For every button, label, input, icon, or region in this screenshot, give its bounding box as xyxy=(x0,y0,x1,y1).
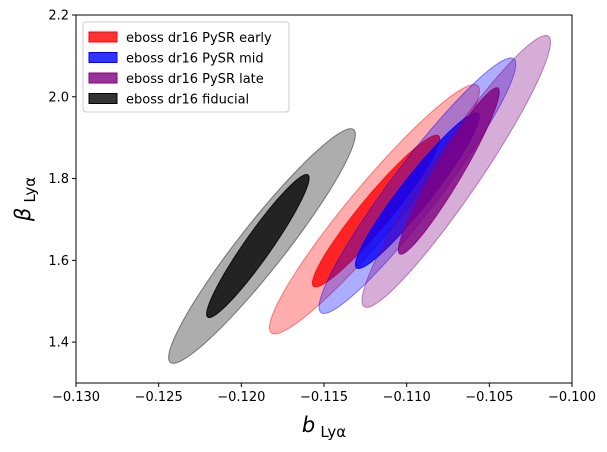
contour-inner xyxy=(206,173,310,319)
x-tick-label: −0.115 xyxy=(300,390,348,405)
legend: eboss dr16 PySR early eboss dr16 PySR mid… xyxy=(82,21,290,113)
y-tick-label: 2.2 xyxy=(48,9,69,24)
y-axis-label-symbol: β xyxy=(11,208,35,222)
x-tick-label: −0.110 xyxy=(383,390,431,405)
x-tick-label: −0.100 xyxy=(548,390,596,405)
contour-inner xyxy=(397,87,500,255)
legend-swatch xyxy=(88,72,118,84)
y-tick-label: 2.0 xyxy=(48,90,69,105)
x-tick-label: −0.125 xyxy=(135,390,183,405)
x-axis-label-subscript: Lyα xyxy=(320,423,346,441)
x-tick-label: −0.105 xyxy=(465,390,513,405)
legend-swatch xyxy=(88,31,118,43)
y-tick-label: 1.6 xyxy=(48,254,69,269)
x-tick-label: −0.130 xyxy=(52,390,100,405)
y-tick-label: 1.8 xyxy=(48,172,69,187)
x-tick-label: −0.120 xyxy=(217,390,265,405)
series-2 xyxy=(361,34,552,308)
legend-label: eboss dr16 PySR mid xyxy=(126,52,264,67)
x-axis-label-symbol: b xyxy=(302,413,315,437)
legend-swatch xyxy=(88,52,118,63)
y-axis-label-subscript: Lyα xyxy=(21,177,39,203)
legend-label: eboss dr16 PySR early xyxy=(126,31,272,46)
y-tick-label: 1.4 xyxy=(48,336,69,351)
legend-label: eboss dr16 fiducial xyxy=(126,93,249,108)
series-3 xyxy=(168,128,356,364)
x-axis-ticks: −0.130 −0.125 −0.120 −0.115 −0.110 −0.105 −0.1… xyxy=(52,383,596,405)
y-axis-ticks: 1.4 1.6 1.8 2.0 2.2 xyxy=(48,9,76,351)
x-axis-label: b Lyα xyxy=(302,413,346,441)
legend-label: eboss dr16 PySR late xyxy=(126,72,264,87)
legend-box xyxy=(82,21,290,113)
legend-swatch xyxy=(88,93,118,104)
contour-layer xyxy=(168,34,552,364)
y-axis-label: β Lyα xyxy=(11,177,39,222)
